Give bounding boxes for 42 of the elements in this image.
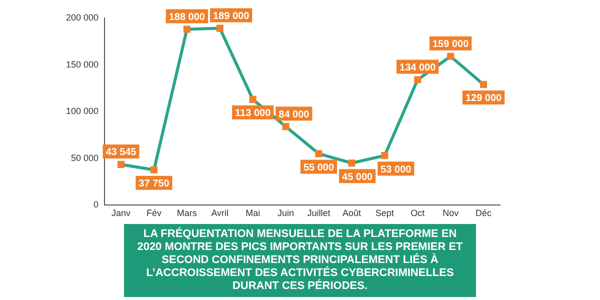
x-tick-label: Avril (211, 208, 229, 218)
y-tick-label: 0 (94, 200, 99, 210)
data-label: 134 000 (400, 62, 436, 74)
point (282, 123, 290, 130)
x-tick-label: Mars (176, 208, 198, 218)
data-label: 129 000 (465, 93, 502, 104)
data-label: 53 000 (380, 164, 412, 176)
point (414, 76, 422, 84)
x-tick-label: Janv (112, 208, 132, 218)
x-tick-label: Sept (375, 208, 394, 218)
point (117, 160, 125, 168)
point (150, 166, 158, 174)
data-label: 84 000 (278, 109, 310, 120)
data-label: 55 000 (303, 162, 334, 174)
point (381, 152, 388, 160)
y-tick-label: 150 000 (66, 59, 99, 70)
data-label: 159 000 (432, 39, 470, 50)
x-tick-label: Juin (278, 208, 294, 218)
x-tick-label: Fév (146, 208, 162, 218)
text: LA FRÉQUENTATION MENSUELLE DE LA PLATEFORME EN 2020 MONTRE DES PICS IMPORTANTS SUR LES PREMIER ET SECOND CONFINEMENTS PRINCIPALEMENT LIÉS À L’ACCROISSEMENT DES ACTIVITÉS CYBERCRIMINELLES DURANT CES PÉRIODES. (124, 224, 476, 297)
point (216, 24, 224, 32)
data-label: 189 000 (212, 11, 250, 22)
point (183, 26, 190, 33)
point (447, 52, 454, 60)
y-tick-label: 100 000 (66, 106, 99, 116)
point (315, 150, 322, 158)
data-label: 45 000 (342, 172, 374, 183)
data-label: 188 000 (168, 12, 206, 23)
point (348, 160, 356, 167)
y-tick-label: 200 000 (66, 12, 99, 22)
x-tick-label: Nov (442, 208, 460, 218)
x-tick-label: Déc (476, 208, 492, 218)
x-tick-label: Mai (246, 208, 260, 218)
x-tick-label: Oct (410, 208, 426, 218)
point (249, 96, 256, 103)
data-label: 43 545 (106, 147, 137, 158)
point (480, 80, 488, 88)
data-label: 37 750 (138, 178, 170, 190)
data-label: 113 000 (235, 108, 272, 120)
y-tick-label: 50 000 (71, 152, 99, 163)
x-tick-label: Juillet (307, 208, 331, 218)
x-tick-label: Août (342, 208, 362, 218)
